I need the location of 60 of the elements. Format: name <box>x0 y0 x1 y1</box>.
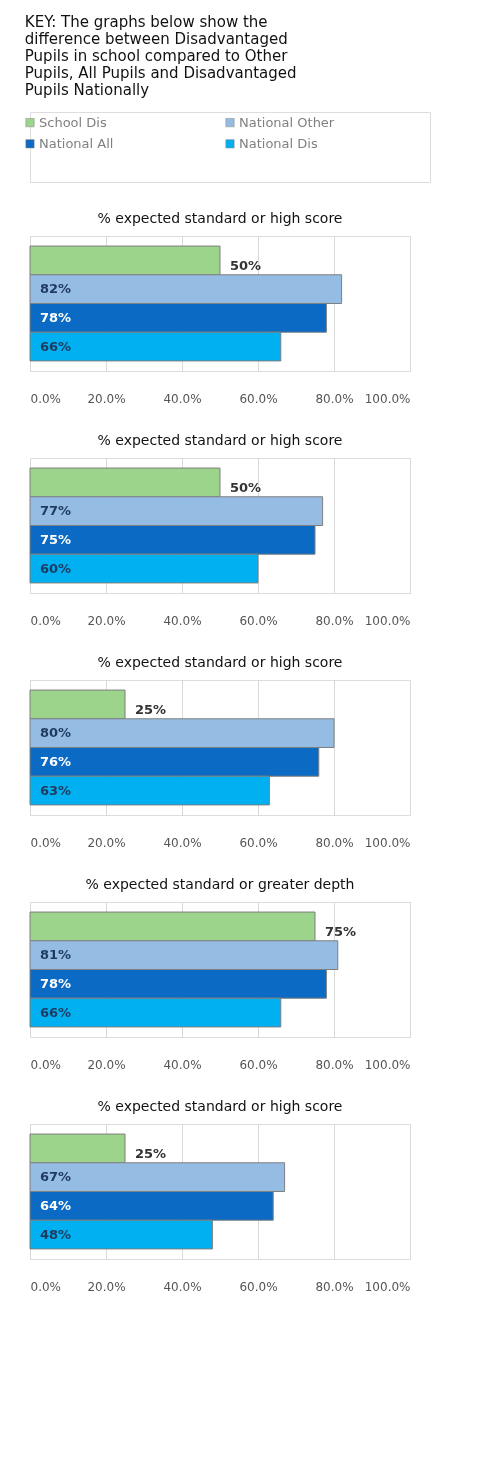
x-tick-label: 80.0% <box>315 1279 354 1294</box>
x-tick-label: 0.0% <box>30 613 61 628</box>
data-label: 80% <box>40 725 72 741</box>
x-tick-label: 100.0% <box>364 1279 411 1294</box>
data-label: 60% <box>40 560 72 576</box>
data-label: 50% <box>230 258 262 274</box>
data-label: 25% <box>135 1146 167 1162</box>
x-tick-label: 20.0% <box>87 613 126 628</box>
x-tick-label: 100.0% <box>364 1057 411 1072</box>
x-tick-label: 20.0% <box>87 1279 126 1294</box>
data-label: 25% <box>135 702 167 718</box>
x-tick-label: 80.0% <box>315 391 354 406</box>
x-tick-label: 80.0% <box>315 835 354 850</box>
x-tick-label: 80.0% <box>315 1057 354 1072</box>
x-tick-label: 0.0% <box>30 1279 61 1294</box>
chart-title: % expected standard or high score <box>97 1098 343 1114</box>
data-label: 78% <box>40 975 72 991</box>
x-tick-label: 20.0% <box>87 391 126 406</box>
x-tick-label: 40.0% <box>163 835 202 850</box>
x-tick-label: 0.0% <box>30 1057 61 1072</box>
data-label: 75% <box>40 531 72 547</box>
data-label: 81% <box>40 947 72 963</box>
x-tick-label: 100.0% <box>364 391 411 406</box>
data-label: 66% <box>40 1004 72 1020</box>
x-tick-label: 60.0% <box>239 1279 278 1294</box>
data-label: 64% <box>40 1197 72 1213</box>
data-label: 67% <box>40 1169 72 1185</box>
text: KEY: The graphs below show the difference between Disadvantaged Pupils in school compared to Other Pupils, All Pupils and Disadvantaged Pupils Nationally <box>24 13 297 99</box>
chart-title: % expected standard or high score <box>97 432 343 448</box>
x-tick-label: 60.0% <box>239 391 278 406</box>
data-label: 77% <box>40 503 72 519</box>
data-label: 78% <box>40 309 72 325</box>
legend-label: School Dis <box>39 114 107 130</box>
legend-label: National Other <box>239 114 335 130</box>
x-tick-label: 40.0% <box>163 1279 202 1294</box>
legend-label: National All <box>39 135 114 151</box>
x-tick-label: 40.0% <box>163 613 202 628</box>
data-label: 82% <box>40 281 72 297</box>
chart-title: % expected standard or high score <box>97 210 343 226</box>
x-tick-label: 80.0% <box>315 613 354 628</box>
x-tick-label: 40.0% <box>163 391 202 406</box>
x-tick-label: 0.0% <box>30 835 61 850</box>
x-tick-label: 40.0% <box>163 1057 202 1072</box>
x-tick-label: 0.0% <box>30 391 61 406</box>
data-label: 75% <box>325 924 357 940</box>
x-tick-label: 100.0% <box>364 835 411 850</box>
x-tick-label: 60.0% <box>239 613 278 628</box>
x-tick-label: 100.0% <box>364 613 411 628</box>
chart-title: % expected standard or greater depth <box>85 876 355 892</box>
data-label: 50% <box>230 480 262 496</box>
legend-label: National Dis <box>239 135 318 151</box>
x-tick-label: 60.0% <box>239 1057 278 1072</box>
data-label: 66% <box>40 338 72 354</box>
x-tick-label: 60.0% <box>239 835 278 850</box>
data-label: 76% <box>40 753 72 769</box>
x-tick-label: 20.0% <box>87 1057 126 1072</box>
data-label: 63% <box>40 782 72 798</box>
x-tick-label: 20.0% <box>87 835 126 850</box>
data-label: 48% <box>40 1226 72 1242</box>
chart-title: % expected standard or high score <box>97 654 343 670</box>
